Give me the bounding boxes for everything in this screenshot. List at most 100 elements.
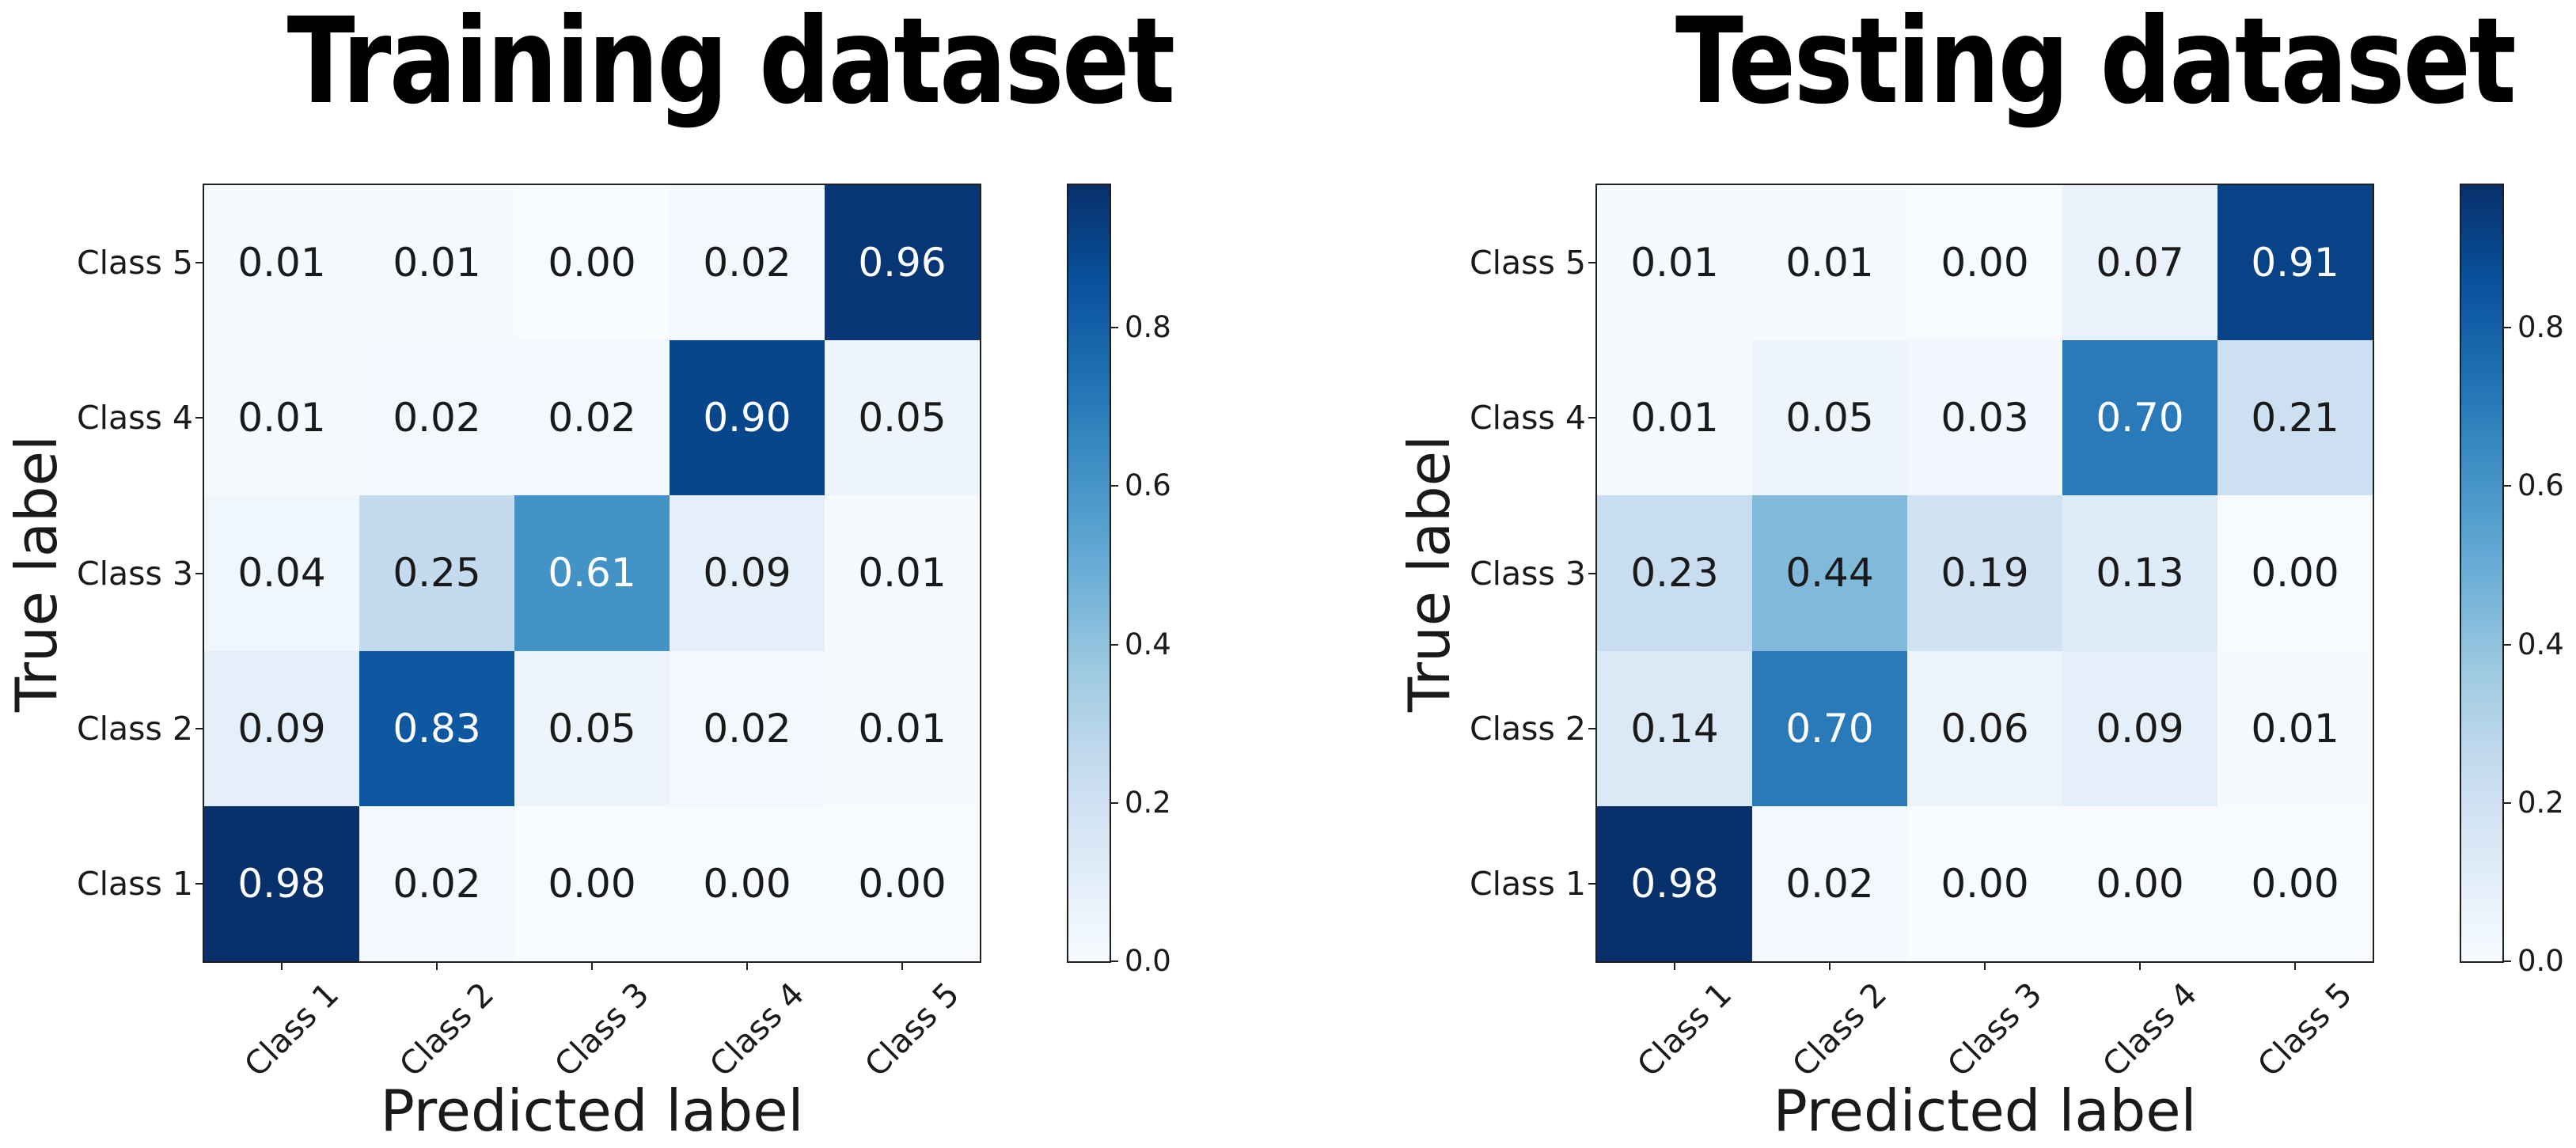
heatmap-cell: 0.05 [825, 340, 980, 496]
colorbar-tick-mark [2502, 960, 2511, 962]
heatmap-cell: 0.00 [2217, 495, 2373, 651]
heatmap-cell: 0.09 [670, 495, 825, 651]
heatmap-cell: 0.05 [1752, 340, 1907, 496]
heatmap-cell: 0.91 [2217, 185, 2373, 341]
x-tick-mark [281, 961, 283, 970]
x-axis-label: Predicted label [380, 1078, 804, 1144]
x-tick-mark [2294, 961, 2296, 970]
colorbar-tick-mark [1110, 801, 1118, 804]
heatmap-cell: 0.00 [670, 805, 825, 961]
y-tick-label: Class 4 [1470, 399, 1586, 438]
x-tick-label-text: Class 4 [2095, 975, 2205, 1085]
heatmap-cell: 0.14 [1597, 650, 1752, 806]
heatmap-cell: 0.01 [1752, 185, 1907, 341]
heatmap-cell: 0.01 [204, 340, 359, 496]
heatmap-cell: 0.01 [1597, 185, 1752, 341]
y-tick-mark [195, 417, 204, 419]
heatmap-cell: 0.83 [359, 650, 514, 806]
colorbar-tick-label: 0.8 [2517, 310, 2564, 345]
heatmap-cell: 0.61 [514, 495, 670, 651]
heatmap-cell: 0.04 [204, 495, 359, 651]
heatmap-cell: 0.98 [204, 805, 359, 961]
x-tick-label-text: Class 4 [702, 975, 812, 1085]
y-tick-label: Class 3 [1470, 554, 1586, 593]
colorbar-tick-label: 0.2 [1125, 785, 1171, 820]
y-tick-label: Class 1 [1470, 864, 1586, 903]
heatmap-cell: 0.02 [359, 805, 514, 961]
y-tick-mark [1588, 417, 1597, 419]
heatmap-cell: 0.07 [2062, 185, 2217, 341]
y-tick-mark [1588, 262, 1597, 264]
x-tick-label-text: Class 2 [392, 975, 502, 1085]
heatmap-cell: 0.02 [670, 185, 825, 341]
colorbar-tick-label: 0.4 [2517, 627, 2564, 661]
heatmap-cell: 0.00 [2062, 805, 2217, 961]
x-tick-mark [901, 961, 903, 970]
x-tick-label-text: Class 5 [857, 975, 967, 1085]
y-tick-mark [195, 572, 204, 574]
chart-title-text: Testing dataset [1675, 0, 2517, 131]
colorbar-tick-label: 0.8 [1125, 310, 1171, 345]
y-tick-mark [1588, 882, 1597, 885]
heatmap-cell: 0.01 [204, 185, 359, 341]
colorbar-tick-mark [2502, 327, 2511, 329]
y-tick-mark [1588, 727, 1597, 729]
heatmap-cell: 0.70 [1752, 650, 1907, 806]
x-tick-mark [746, 961, 748, 970]
heatmap-cell: 0.96 [825, 185, 980, 341]
y-tick-label: Class 1 [77, 864, 193, 903]
colorbar [2460, 184, 2504, 963]
y-tick-label: Class 2 [77, 709, 193, 748]
y-tick-label: Class 5 [1470, 244, 1586, 282]
heatmap-cell: 0.70 [2062, 340, 2217, 496]
heatmap-cell: 0.98 [1597, 805, 1752, 961]
colorbar-tick-mark [1110, 960, 1118, 962]
colorbar-tick-mark [1110, 485, 1118, 487]
training-dataset-figure: Training dataset True label 0.01 0.01 0.00… [0, 0, 1183, 1148]
colorbar-tick-mark [1110, 327, 1118, 329]
heatmap-cell: 0.00 [514, 805, 670, 961]
y-tick-label: Class 3 [77, 554, 193, 593]
heatmap-cell: 0.00 [514, 185, 670, 341]
heatmap-cell: 0.05 [514, 650, 670, 806]
chart-title: Training dataset [203, 0, 1175, 125]
heatmap-cell: 0.02 [1752, 805, 1907, 961]
y-tick-label: Class 4 [77, 399, 193, 438]
x-tick-label-text: Class 5 [2250, 975, 2360, 1085]
heatmap-cell: 0.02 [670, 650, 825, 806]
x-axis-label: Predicted label [1773, 1078, 2197, 1144]
heatmap-cell: 0.21 [2217, 340, 2373, 496]
colorbar-tick-mark [2502, 643, 2511, 646]
heatmap-cell: 0.01 [825, 495, 980, 651]
colorbar-tick-mark [2502, 801, 2511, 804]
x-tick-mark [2139, 961, 2141, 970]
heatmap-cell: 0.03 [1907, 340, 2062, 496]
y-tick-label: Class 2 [1470, 709, 1586, 748]
x-tick-label-text: Class 1 [237, 975, 347, 1085]
colorbar-tick-label: 0.0 [2517, 944, 2564, 978]
x-tick-mark [436, 961, 438, 970]
heatmap-cell: 0.01 [1597, 340, 1752, 496]
y-tick-label: Class 5 [77, 244, 193, 282]
colorbar-tick-label: 0.0 [1125, 944, 1171, 978]
x-tick-mark [1829, 961, 1831, 970]
heatmap-cell: 0.09 [204, 650, 359, 806]
colorbar-tick-mark [2502, 485, 2511, 487]
colorbar-tick-label: 0.4 [1125, 627, 1171, 661]
colorbar-tick-label: 0.6 [2517, 468, 2564, 503]
heatmap-cell: 0.00 [1907, 185, 2062, 341]
heatmap-cell: 0.90 [670, 340, 825, 496]
heatmap-cell: 0.00 [1907, 805, 2062, 961]
y-tick-mark [195, 262, 204, 264]
x-tick-label-text: Class 3 [547, 975, 657, 1085]
heatmap-cell: 0.13 [2062, 495, 2217, 651]
x-tick-label-text: Class 3 [1940, 975, 2050, 1085]
heatmap-cell: 0.01 [359, 185, 514, 341]
heatmap-cell: 0.02 [514, 340, 670, 496]
x-tick-mark [1984, 961, 1986, 970]
heatmap-cell: 0.02 [359, 340, 514, 496]
heatmap-cell: 0.44 [1752, 495, 1907, 651]
heatmap-cell: 0.19 [1907, 495, 2062, 651]
y-tick-mark [195, 882, 204, 885]
chart-title: Testing dataset [1595, 0, 2517, 125]
